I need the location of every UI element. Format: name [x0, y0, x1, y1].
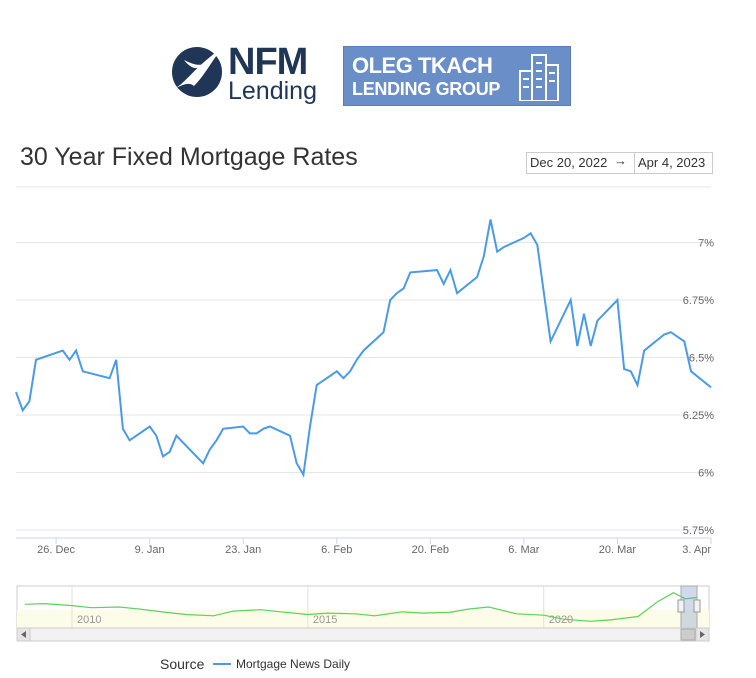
grid-lines [16, 186, 711, 531]
date-range-to-input[interactable]: Apr 4, 2023 [634, 152, 713, 174]
date-range-separator: → [614, 153, 627, 168]
navigator-year-label: 2020 [549, 614, 573, 626]
scrollbar-thumb[interactable] [680, 628, 696, 641]
navigator[interactable]: 2010 2015 2020 [0, 580, 756, 646]
x-tick-label: 20. Feb [412, 544, 449, 556]
legend-source-label: Source [160, 656, 205, 672]
y-tick-label: 5.75% [683, 525, 714, 537]
scroll-right-arrow-icon [700, 631, 705, 638]
x-axis-labels: 26. Dec 9. Jan 23. Jan 6. Feb 20. Feb 6. Mar 2… [16, 537, 712, 556]
navigator-series-line [24, 592, 698, 622]
legend-series-swatch [213, 663, 231, 665]
navigator-left-handle[interactable] [677, 599, 685, 613]
navigator-year-labels: 2010 2015 2020 [77, 614, 573, 626]
y-tick-label: 6.75% [683, 295, 714, 307]
series-line-mortgage-news-daily [15, 219, 712, 478]
x-tick-label: 6. Mar [508, 544, 540, 556]
nfm-big-text: NFM [228, 41, 308, 83]
oleg-logo-line2: LENDING GROUP [352, 79, 501, 99]
nfm-small-text: Lending [228, 77, 317, 105]
navigator-scrollbar[interactable] [16, 627, 710, 642]
x-tick-label: 6. Feb [321, 544, 352, 556]
y-axis-labels: 5.75% 6% 6.25% 6.5% 6.75% 7% [683, 238, 714, 538]
building-icon [519, 54, 559, 101]
oleg-tkach-logo: OLEG TKACH LENDING GROUP [343, 46, 571, 106]
x-tick-label: 3. Apr [682, 544, 711, 556]
nfm-wordmark: NFM Lending [228, 41, 317, 105]
chart-title: 30 Year Fixed Mortgage Rates [20, 143, 358, 171]
y-tick-label: 7% [698, 238, 714, 250]
navigator-year-grid [71, 586, 545, 628]
x-tick-label: 26. Dec [37, 544, 75, 556]
navigator-year-label: 2015 [313, 614, 337, 626]
x-tick-label: 23. Jan [225, 544, 261, 556]
y-tick-label: 6.25% [683, 410, 714, 422]
navigator-right-handle[interactable] [693, 599, 701, 613]
x-tick-label: 9. Jan [135, 544, 165, 556]
legend-series-name[interactable]: Mortgage News Daily [236, 657, 351, 671]
logo-header: NFM Lending OLEG TKACH LENDING GROUP [0, 0, 756, 120]
oleg-logo-line1: OLEG TKACH [352, 53, 493, 78]
navigator-year-label: 2010 [77, 614, 101, 626]
scroll-left-arrow-icon [21, 631, 26, 638]
y-tick-label: 6.5% [689, 353, 714, 365]
nfm-lending-logo: NFM Lending [170, 42, 330, 104]
y-tick-label: 6% [698, 468, 714, 480]
bird-logo-icon [172, 47, 222, 97]
navigator-bottom-band [17, 610, 709, 628]
x-tick-label: 20. Mar [599, 544, 637, 556]
mortgage-rate-chart: 5.75% 6% 6.25% 6.5% 6.75% 7% 26. Dec 9. Jan 23.… [15, 186, 714, 556]
